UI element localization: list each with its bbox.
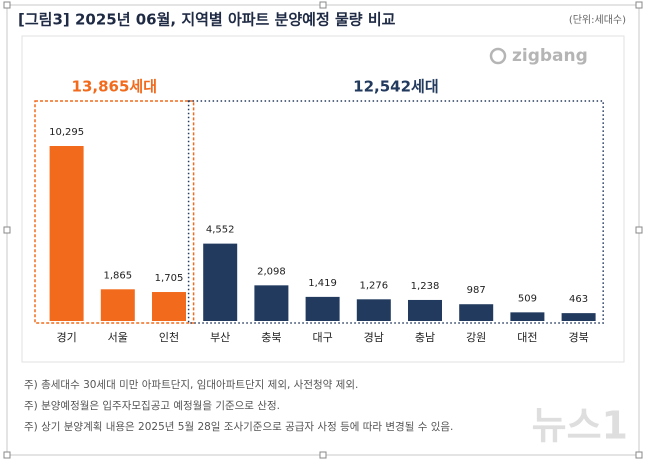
x-tick-label: 경남 [364, 331, 384, 344]
value-label: 1,238 [411, 281, 440, 292]
bar [100, 289, 135, 321]
value-label: 509 [518, 293, 537, 304]
value-label: 1,705 [155, 273, 184, 284]
chart-title: [그림3] 2025년 06월, 지역별 아파트 분양예정 물량 비교 [18, 11, 396, 29]
x-tick-label: 인천 [159, 330, 179, 344]
group-total: 13,865세대 [72, 78, 157, 96]
bar [459, 304, 494, 321]
value-label: 4,552 [206, 225, 235, 236]
bar [305, 296, 340, 321]
value-label: 1,865 [103, 270, 132, 281]
x-tick-label: 대구 [312, 331, 332, 344]
x-tick-label: 서울 [108, 331, 128, 344]
bar [203, 243, 238, 321]
value-label: 2,098 [257, 266, 286, 277]
bar [49, 146, 84, 321]
x-tick-label: 충북 [261, 331, 281, 344]
x-tick-label: 대전 [517, 331, 537, 344]
group-box [34, 100, 195, 324]
x-tick-label: 경북 [568, 331, 588, 344]
plot-frame [21, 35, 625, 363]
x-tick-label: 경기 [56, 331, 76, 344]
bar [254, 285, 289, 321]
footnote: 주) 총세대수 30세대 미만 아파트단지, 임대아파트단지 제외, 사전청약 … [24, 378, 358, 391]
brand-logo: zigbang [489, 46, 588, 66]
value-label: 10,295 [49, 127, 84, 138]
value-label: 1,276 [359, 280, 388, 291]
bar [510, 312, 545, 321]
value-label: 463 [569, 294, 588, 305]
value-label: 1,419 [308, 278, 337, 289]
bar [356, 299, 391, 321]
x-tick-label: 강원 [466, 331, 486, 344]
value-label: 987 [467, 285, 486, 296]
footnote: 주) 분양예정월은 입주자모집공고 예정월을 기준으로 산정. [24, 399, 280, 412]
watermark: 뉴스1 [532, 404, 628, 448]
footnote: 주) 상기 분양계획 내용은 2025년 5월 28일 조사기준으로 공급자 사… [24, 420, 453, 433]
bar [561, 313, 596, 321]
bar [408, 299, 442, 321]
x-tick-label: 충남 [415, 331, 435, 344]
bar [152, 292, 186, 321]
x-tick-label: 부산 [210, 331, 230, 344]
group-total: 12,542세대 [353, 78, 438, 96]
handles [3, 1, 643, 459]
frame [6, 4, 640, 456]
unit-label: (단위:세대수) [569, 13, 626, 26]
brand-text: zigbang [512, 46, 588, 66]
